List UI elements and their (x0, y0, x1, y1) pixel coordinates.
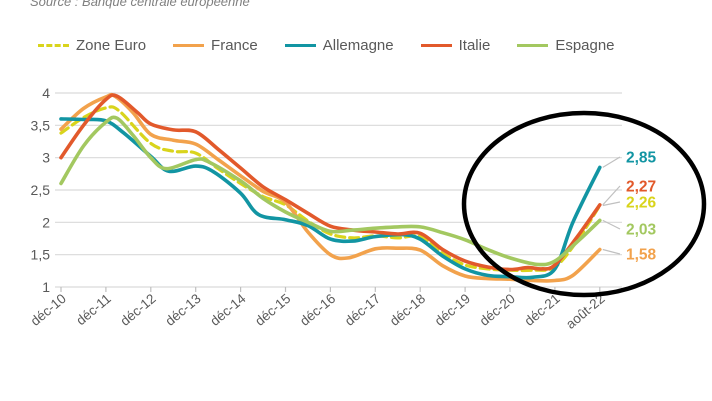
x-axis-ticks (60, 287, 601, 292)
y-tick-label: 1,5 (31, 247, 51, 263)
legend-label: France (211, 37, 258, 54)
leader-line (602, 185, 621, 206)
legend-item-france: France (173, 37, 258, 54)
x-tick-label: déc-15 (252, 291, 293, 329)
y-tick-label: 3 (42, 150, 50, 166)
end-value-label-zone-euro: 2,26 (626, 195, 657, 212)
legend-swatch-icon (517, 44, 549, 47)
legend-swatch-icon (38, 44, 69, 47)
x-tick-label: déc-14 (207, 290, 249, 328)
end-value-label-allemagne: 2,85 (626, 150, 657, 167)
series-line-italie (59, 93, 602, 272)
legend-item-italie: Italie (420, 37, 491, 54)
end-value-label-italie: 2,27 (626, 179, 656, 196)
y-axis-labels: 1 1,5 2 2,5 3 3,5 4 (31, 85, 51, 295)
y-tick-label: 2 (42, 214, 50, 230)
end-value-label-espagne: 2,03 (626, 222, 657, 239)
y-tick-label: 4 (42, 85, 50, 101)
x-tick-label: déc-18 (387, 291, 428, 329)
y-tick-label: 2,5 (31, 182, 51, 198)
y-tick-label: 3,5 (31, 117, 51, 133)
legend-label: Allemagne (322, 37, 394, 54)
series-line-france (59, 92, 602, 283)
legend-swatch-icon (420, 44, 452, 47)
legend-swatch-icon (284, 44, 316, 47)
end-value-labels: 2,26 1,58 2,85 2,27 2,03 (602, 150, 657, 264)
end-value-label-france: 1,58 (626, 247, 657, 264)
series-line-espagne (59, 115, 602, 267)
x-tick-label: déc-21 (522, 291, 563, 329)
leader-line (602, 219, 621, 230)
legend-item-espagne: Espagne (517, 37, 615, 54)
legend-label: Zone Euro (76, 37, 147, 54)
x-tick-label: déc-13 (162, 291, 203, 329)
series-line-zone-euro (59, 105, 602, 273)
legend-label: Espagne (555, 37, 615, 54)
leader-line (602, 156, 621, 168)
x-tick-label: déc-19 (432, 291, 473, 329)
x-tick-label: déc-16 (297, 291, 338, 329)
leader-line (602, 201, 621, 207)
legend-item-allemagne: Allemagne (284, 37, 394, 54)
y-tick-label: 1 (42, 279, 50, 295)
source-caption: Source : Banque centrale européenne (30, 0, 250, 9)
x-tick-label: déc-11 (73, 291, 113, 328)
x-tick-label: déc-12 (117, 291, 158, 329)
legend-swatch-icon (173, 44, 205, 47)
x-tick-label: déc-20 (477, 291, 518, 329)
leader-line (602, 248, 621, 255)
legend-label: Italie (458, 37, 491, 54)
legend-item-zone-euro: Zone Euro (38, 37, 146, 54)
highlight-ellipse-annotation (461, 110, 707, 298)
x-tick-label: déc-10 (28, 291, 69, 329)
x-axis-labels: déc-10 déc-11 déc-12 déc-13 déc-14 déc-15 déc-… (28, 290, 608, 331)
series-lines (59, 92, 602, 283)
x-tick-label: déc-17 (342, 291, 383, 329)
legend: Zone Euro France Allemagne Italie Espagne (38, 37, 615, 54)
